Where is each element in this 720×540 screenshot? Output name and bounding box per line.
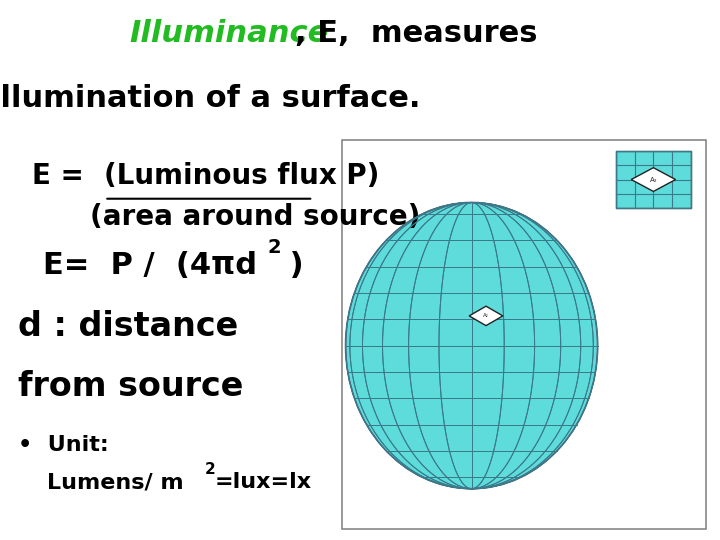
Ellipse shape	[346, 202, 598, 489]
Text: =lux=lx: =lux=lx	[215, 472, 312, 492]
Text: (Luminous flux P): (Luminous flux P)	[104, 162, 379, 190]
FancyBboxPatch shape	[616, 151, 691, 208]
Text: E =: E =	[32, 162, 94, 190]
Text: 2: 2	[205, 462, 216, 477]
Text: Lumens/ m: Lumens/ m	[47, 472, 184, 492]
Text: d : distance: d : distance	[18, 310, 238, 343]
Text: •  Unit:: • Unit:	[18, 435, 109, 455]
Text: illumination of a surface.: illumination of a surface.	[0, 84, 420, 113]
Text: A₂: A₂	[483, 313, 489, 319]
FancyBboxPatch shape	[342, 140, 706, 529]
Text: 2: 2	[267, 238, 281, 256]
Text: A₂: A₂	[649, 177, 657, 183]
Text: (area around source): (area around source)	[90, 202, 420, 231]
Text: , E,  measures: , E, measures	[295, 19, 538, 48]
Polygon shape	[631, 167, 675, 192]
Polygon shape	[469, 306, 503, 326]
Text: E=  P /  (4πd: E= P / (4πd	[43, 251, 257, 280]
Text: ): )	[279, 251, 304, 280]
Text: from source: from source	[18, 370, 243, 403]
Text: Illuminance: Illuminance	[130, 19, 329, 48]
